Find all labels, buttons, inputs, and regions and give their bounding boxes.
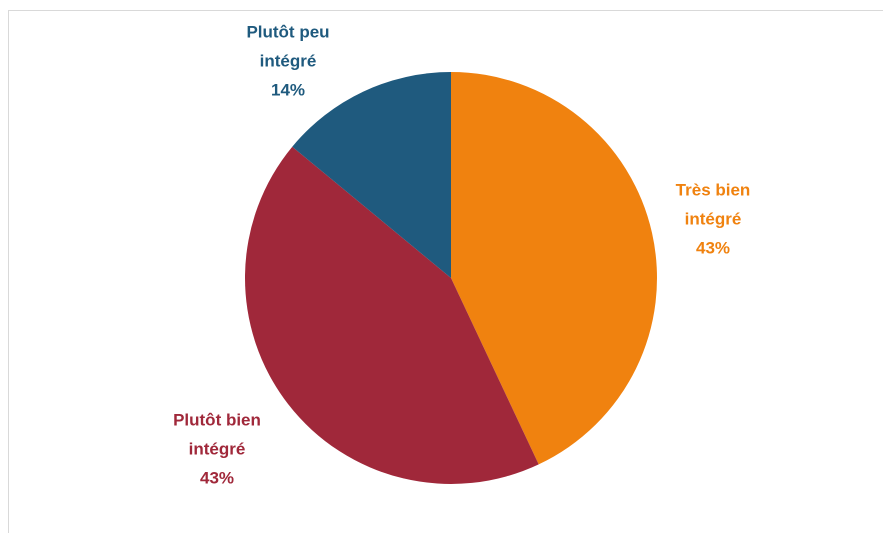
slice-label: Très bien intégré 43% xyxy=(653,176,773,263)
slice-label: Plutôt bien intégré 43% xyxy=(157,406,277,493)
category-label: Plutôt peu intégré xyxy=(246,22,330,71)
category-label: Très bien intégré xyxy=(675,180,751,229)
category-label: Plutôt bien intégré xyxy=(173,410,261,459)
pie-slice xyxy=(292,72,451,278)
pie-slice xyxy=(245,146,539,484)
value-label: 14% xyxy=(270,80,306,100)
value-label: 43% xyxy=(695,238,731,258)
slice-label: Plutôt peu intégré 14% xyxy=(228,18,348,105)
value-label: 43% xyxy=(199,468,235,488)
pie-slice xyxy=(451,72,657,465)
